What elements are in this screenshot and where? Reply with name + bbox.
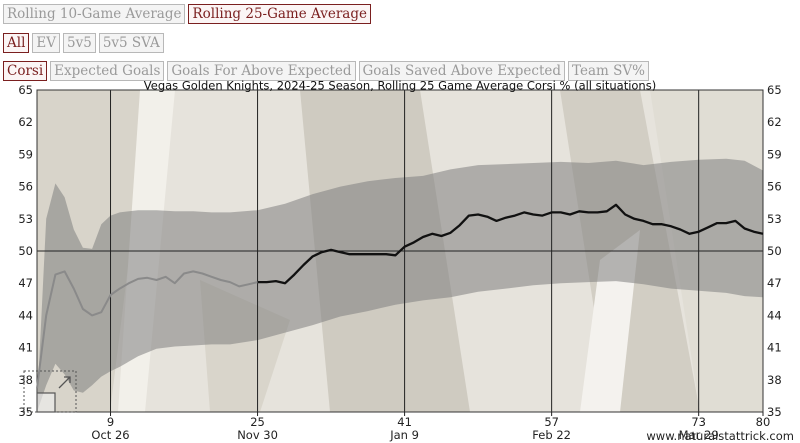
x-tick-label: 25 (250, 415, 265, 429)
button-all[interactable]: All (3, 33, 30, 53)
y-tick-label-right: 59 (767, 147, 782, 161)
window-toggle-group: Rolling 10-Game Average Rolling 25-Game A… (3, 4, 371, 24)
button-rolling-10-game-average[interactable]: Rolling 10-Game Average (3, 4, 186, 24)
x-date-label: Oct 26 (91, 428, 129, 442)
y-tick-label-left: 41 (18, 341, 33, 355)
button-corsi[interactable]: Corsi (3, 61, 48, 81)
y-tick-label-right: 56 (767, 180, 782, 194)
y-tick-label-right: 65 (767, 83, 782, 97)
y-tick-label-left: 59 (18, 147, 33, 161)
x-date-label: Mar 29 (679, 428, 719, 442)
partial-window-line (36, 270, 258, 389)
y-tick-label-right: 41 (767, 341, 782, 355)
y-tick-label-left: 53 (18, 212, 33, 226)
button-ev[interactable]: EV (32, 33, 60, 53)
y-axis-left: 35 38 41 44 47 50 53 56 59 62 65 (18, 83, 33, 419)
button-goals-for-above-expected[interactable]: Goals For Above Expected (167, 61, 356, 81)
button-expected-goals[interactable]: Expected Goals (50, 61, 165, 81)
x-date-label: Jan 9 (389, 428, 419, 442)
y-tick-label-right: 62 (767, 115, 782, 129)
corsi-chart: 35 38 41 44 47 50 53 56 59 62 65 35 38 41 44 47 50 53 56 5… (18, 80, 782, 442)
range-band (37, 158, 763, 412)
chart-title: Vegas Golden Knights, 2024-25 Season, Ro… (144, 80, 656, 93)
watermark: www.naturalstattrick.com (646, 429, 794, 443)
y-tick-label-left: 44 (18, 308, 33, 322)
x-date-label: Nov 30 (237, 428, 278, 442)
y-tick-label-right: 35 (767, 405, 782, 419)
y-tick-label-left: 38 (18, 373, 33, 387)
y-tick-label-right: 47 (767, 276, 782, 290)
button-rolling-25-game-average[interactable]: Rolling 25-Game Average (188, 4, 371, 24)
x-tick-label: 9 (107, 415, 114, 429)
situation-toggle-group: All EV 5v5 5v5 SVA (3, 33, 164, 53)
y-tick-label-left: 65 (18, 83, 33, 97)
button-5v5-sva[interactable]: 5v5 SVA (98, 33, 164, 53)
x-tick-label: 80 (756, 415, 771, 429)
y-tick-label-left: 56 (18, 180, 33, 194)
zoom-handle[interactable] (36, 392, 56, 413)
rolling-average-line (257, 203, 764, 285)
zoom-control[interactable] (23, 370, 77, 413)
y-tick-label-left: 47 (18, 276, 33, 290)
button-team-sv[interactable]: Team SV% (568, 61, 649, 81)
y-tick-label-left: 35 (18, 405, 33, 419)
button-goals-saved-above-expected[interactable]: Goals Saved Above Expected (358, 61, 566, 81)
y-axis-right: 35 38 41 44 47 50 53 56 59 62 65 (767, 83, 782, 419)
x-tick-label: 73 (691, 415, 706, 429)
y-tick-label-right: 38 (767, 373, 782, 387)
plot-frame (36, 89, 764, 413)
x-tick-label: 57 (544, 415, 559, 429)
y-tick-label-right: 50 (767, 244, 782, 258)
button-5v5[interactable]: 5v5 (63, 33, 96, 53)
zoom-region-box[interactable] (23, 370, 77, 413)
x-tick-label: 41 (397, 415, 412, 429)
y-tick-label-left: 50 (18, 244, 33, 258)
y-tick-label-right: 53 (767, 212, 782, 226)
y-tick-label-left: 62 (18, 115, 33, 129)
expand-arrow-icon[interactable] (58, 376, 71, 389)
y-tick-label-right: 44 (767, 308, 782, 322)
metric-toggle-group: Corsi Expected Goals Goals For Above Expec… (3, 61, 649, 81)
x-date-label: Feb 22 (532, 428, 571, 442)
